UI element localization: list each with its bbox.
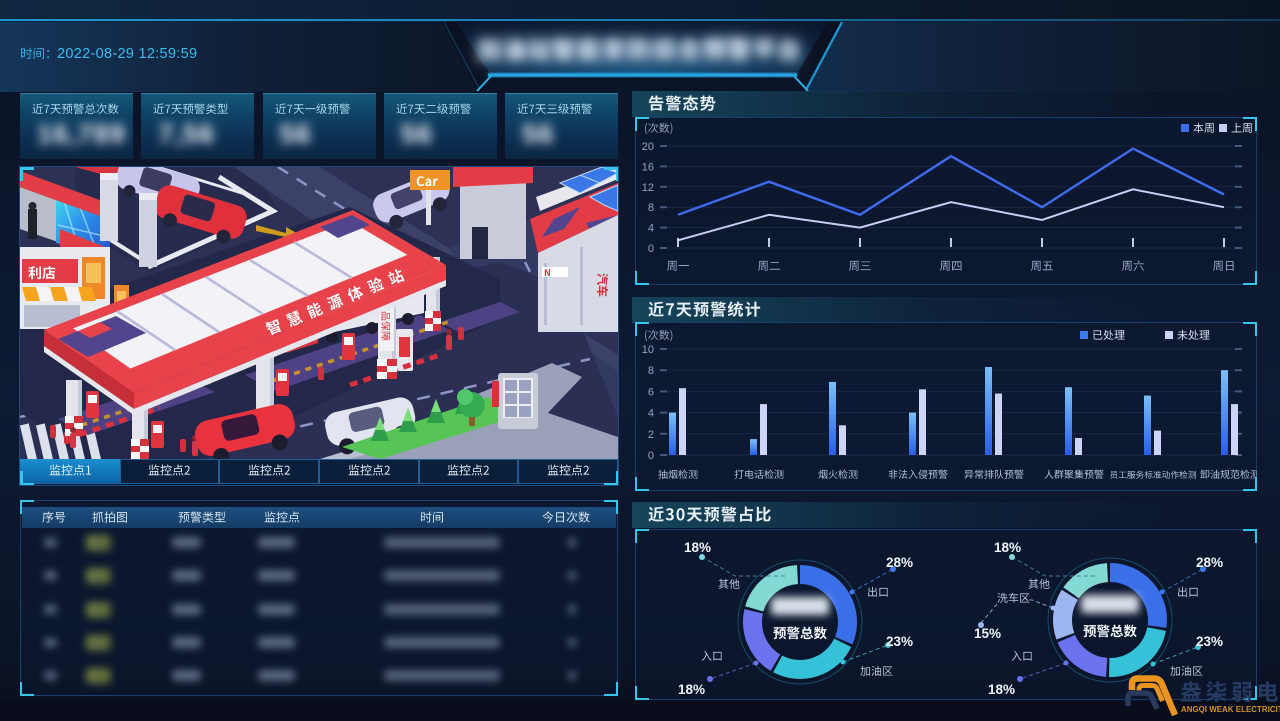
svg-text:20: 20 xyxy=(642,141,654,153)
svg-text:16: 16 xyxy=(642,161,654,173)
svg-text:8: 8 xyxy=(648,202,654,214)
svg-text:0: 0 xyxy=(648,243,654,255)
svg-text:4: 4 xyxy=(648,223,654,235)
svg-text:6: 6 xyxy=(648,386,654,398)
svg-text:8: 8 xyxy=(648,365,654,377)
svg-text:2: 2 xyxy=(648,429,654,441)
svg-text:10: 10 xyxy=(642,344,654,356)
svg-text:4: 4 xyxy=(648,408,654,420)
svg-text:0: 0 xyxy=(648,450,654,462)
svg-text:12: 12 xyxy=(642,182,654,194)
